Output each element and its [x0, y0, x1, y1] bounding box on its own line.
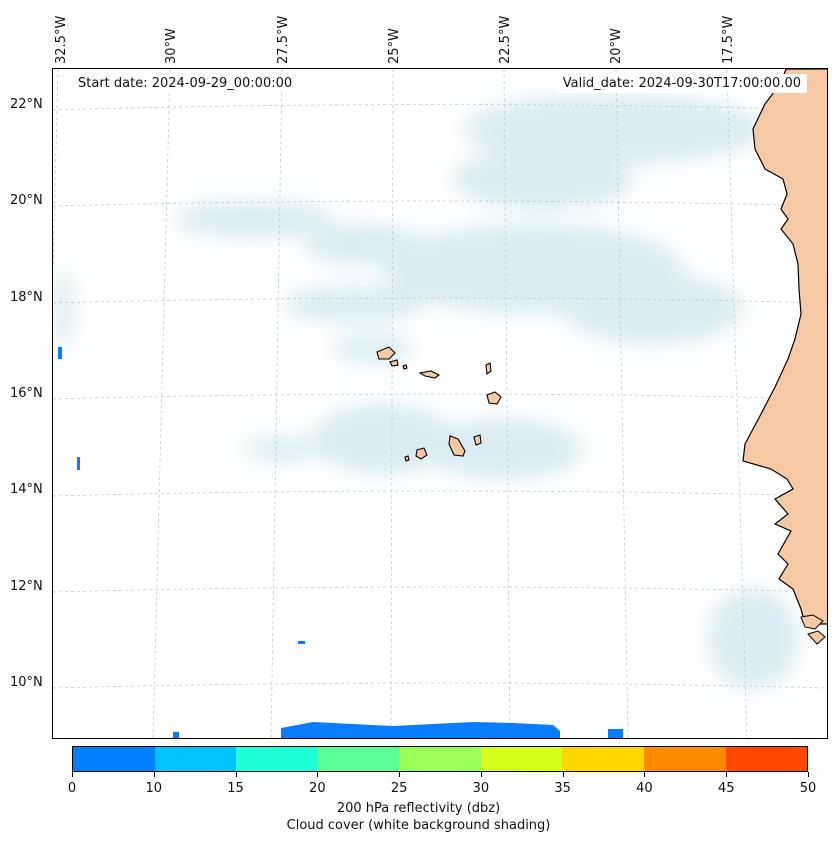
colorbar-segment [317, 747, 400, 771]
lat-label-10n: 10°N [10, 675, 43, 690]
colorbar-tick [726, 772, 728, 777]
island-brava [404, 455, 410, 462]
valid-date-label: Valid_date: 2024-09-30T17:00:00.00 [556, 74, 807, 93]
colorbar-segment [480, 747, 563, 771]
colorbar-tick [644, 772, 646, 777]
colorbar-segment [725, 747, 808, 771]
lon-label-27-5w: 27.5°W [276, 15, 291, 64]
lon-label-20w: 20°W [609, 28, 624, 64]
colorbar-label: 200 hPa reflectivity (dbz) [336, 801, 501, 816]
lat-label-22n: 22°N [10, 97, 43, 112]
cape-verde-islands [376, 346, 502, 462]
lat-label-16n: 16°N [10, 386, 43, 401]
lat-label-14n: 14°N [10, 482, 43, 497]
colorbar-tick-label: 40 [636, 781, 653, 796]
reflectivity-patches [58, 347, 623, 738]
colorbar-tick [317, 772, 319, 777]
colorbar-tick [562, 772, 564, 777]
colorbar-tick [153, 772, 155, 777]
graticule [53, 69, 827, 738]
lat-label-20n: 20°N [10, 193, 43, 208]
start-date-label: Start date: 2024-09-29_00:00:00 [72, 74, 299, 93]
lon-label-17-5w: 17.5°W [721, 15, 736, 64]
colorbar [72, 746, 808, 772]
lon-label-22-5w: 22.5°W [498, 15, 513, 64]
colorbar-tick-label: 45 [717, 781, 735, 796]
island-sal [485, 362, 492, 376]
lat-label-12n: 12°N [10, 579, 43, 594]
colorbar-tick-label: 30 [472, 781, 490, 796]
island-sao-nicolau [418, 370, 441, 379]
colorbar-tick [399, 772, 401, 777]
colorbar-tick [480, 772, 482, 777]
colorbar-tick-label: 50 [799, 781, 817, 796]
colorbar-tick-label: 35 [554, 781, 571, 796]
map-canvas[interactable] [53, 69, 828, 739]
colorbar-tick [808, 772, 809, 777]
colorbar-segment [236, 747, 318, 771]
colorbar-segment [562, 747, 644, 771]
colorbar-segment [399, 747, 481, 771]
colorbar-tick-label: 20 [309, 781, 326, 796]
colorbar-segment [643, 747, 726, 771]
map-panel[interactable] [52, 68, 828, 739]
colorbar-tick-label: 10 [145, 781, 163, 796]
colorbar-segment [154, 747, 237, 771]
colorbar-tick [235, 772, 237, 777]
colorbar-tick-label: 25 [390, 781, 408, 796]
lon-label-30w: 30°W [164, 28, 179, 64]
island-santa-luzia [402, 364, 408, 370]
colorbar-tick-label: 0 [67, 781, 77, 796]
colorbar-tick [72, 772, 73, 777]
island-santo-antao [376, 346, 396, 360]
colorbar-sublabel: Cloud cover (white background shading) [286, 818, 551, 833]
island-fogo [415, 447, 428, 460]
coastal-islets [800, 614, 826, 645]
lon-label-25w: 25°W [387, 28, 402, 64]
island-sao-vicente [389, 359, 399, 367]
colorbar-tick-label: 15 [227, 781, 244, 796]
colorbar-segment [73, 747, 155, 771]
lon-label-32-5w: 32.5°W [54, 15, 69, 64]
africa-coast-land [742, 69, 827, 625]
island-maio [473, 434, 482, 446]
island-boa-vista [486, 391, 502, 405]
island-santiago [448, 435, 466, 457]
lat-label-18n: 18°N [10, 290, 43, 305]
cloud-shading [53, 94, 798, 689]
southern-reflectivity-band [281, 722, 560, 738]
